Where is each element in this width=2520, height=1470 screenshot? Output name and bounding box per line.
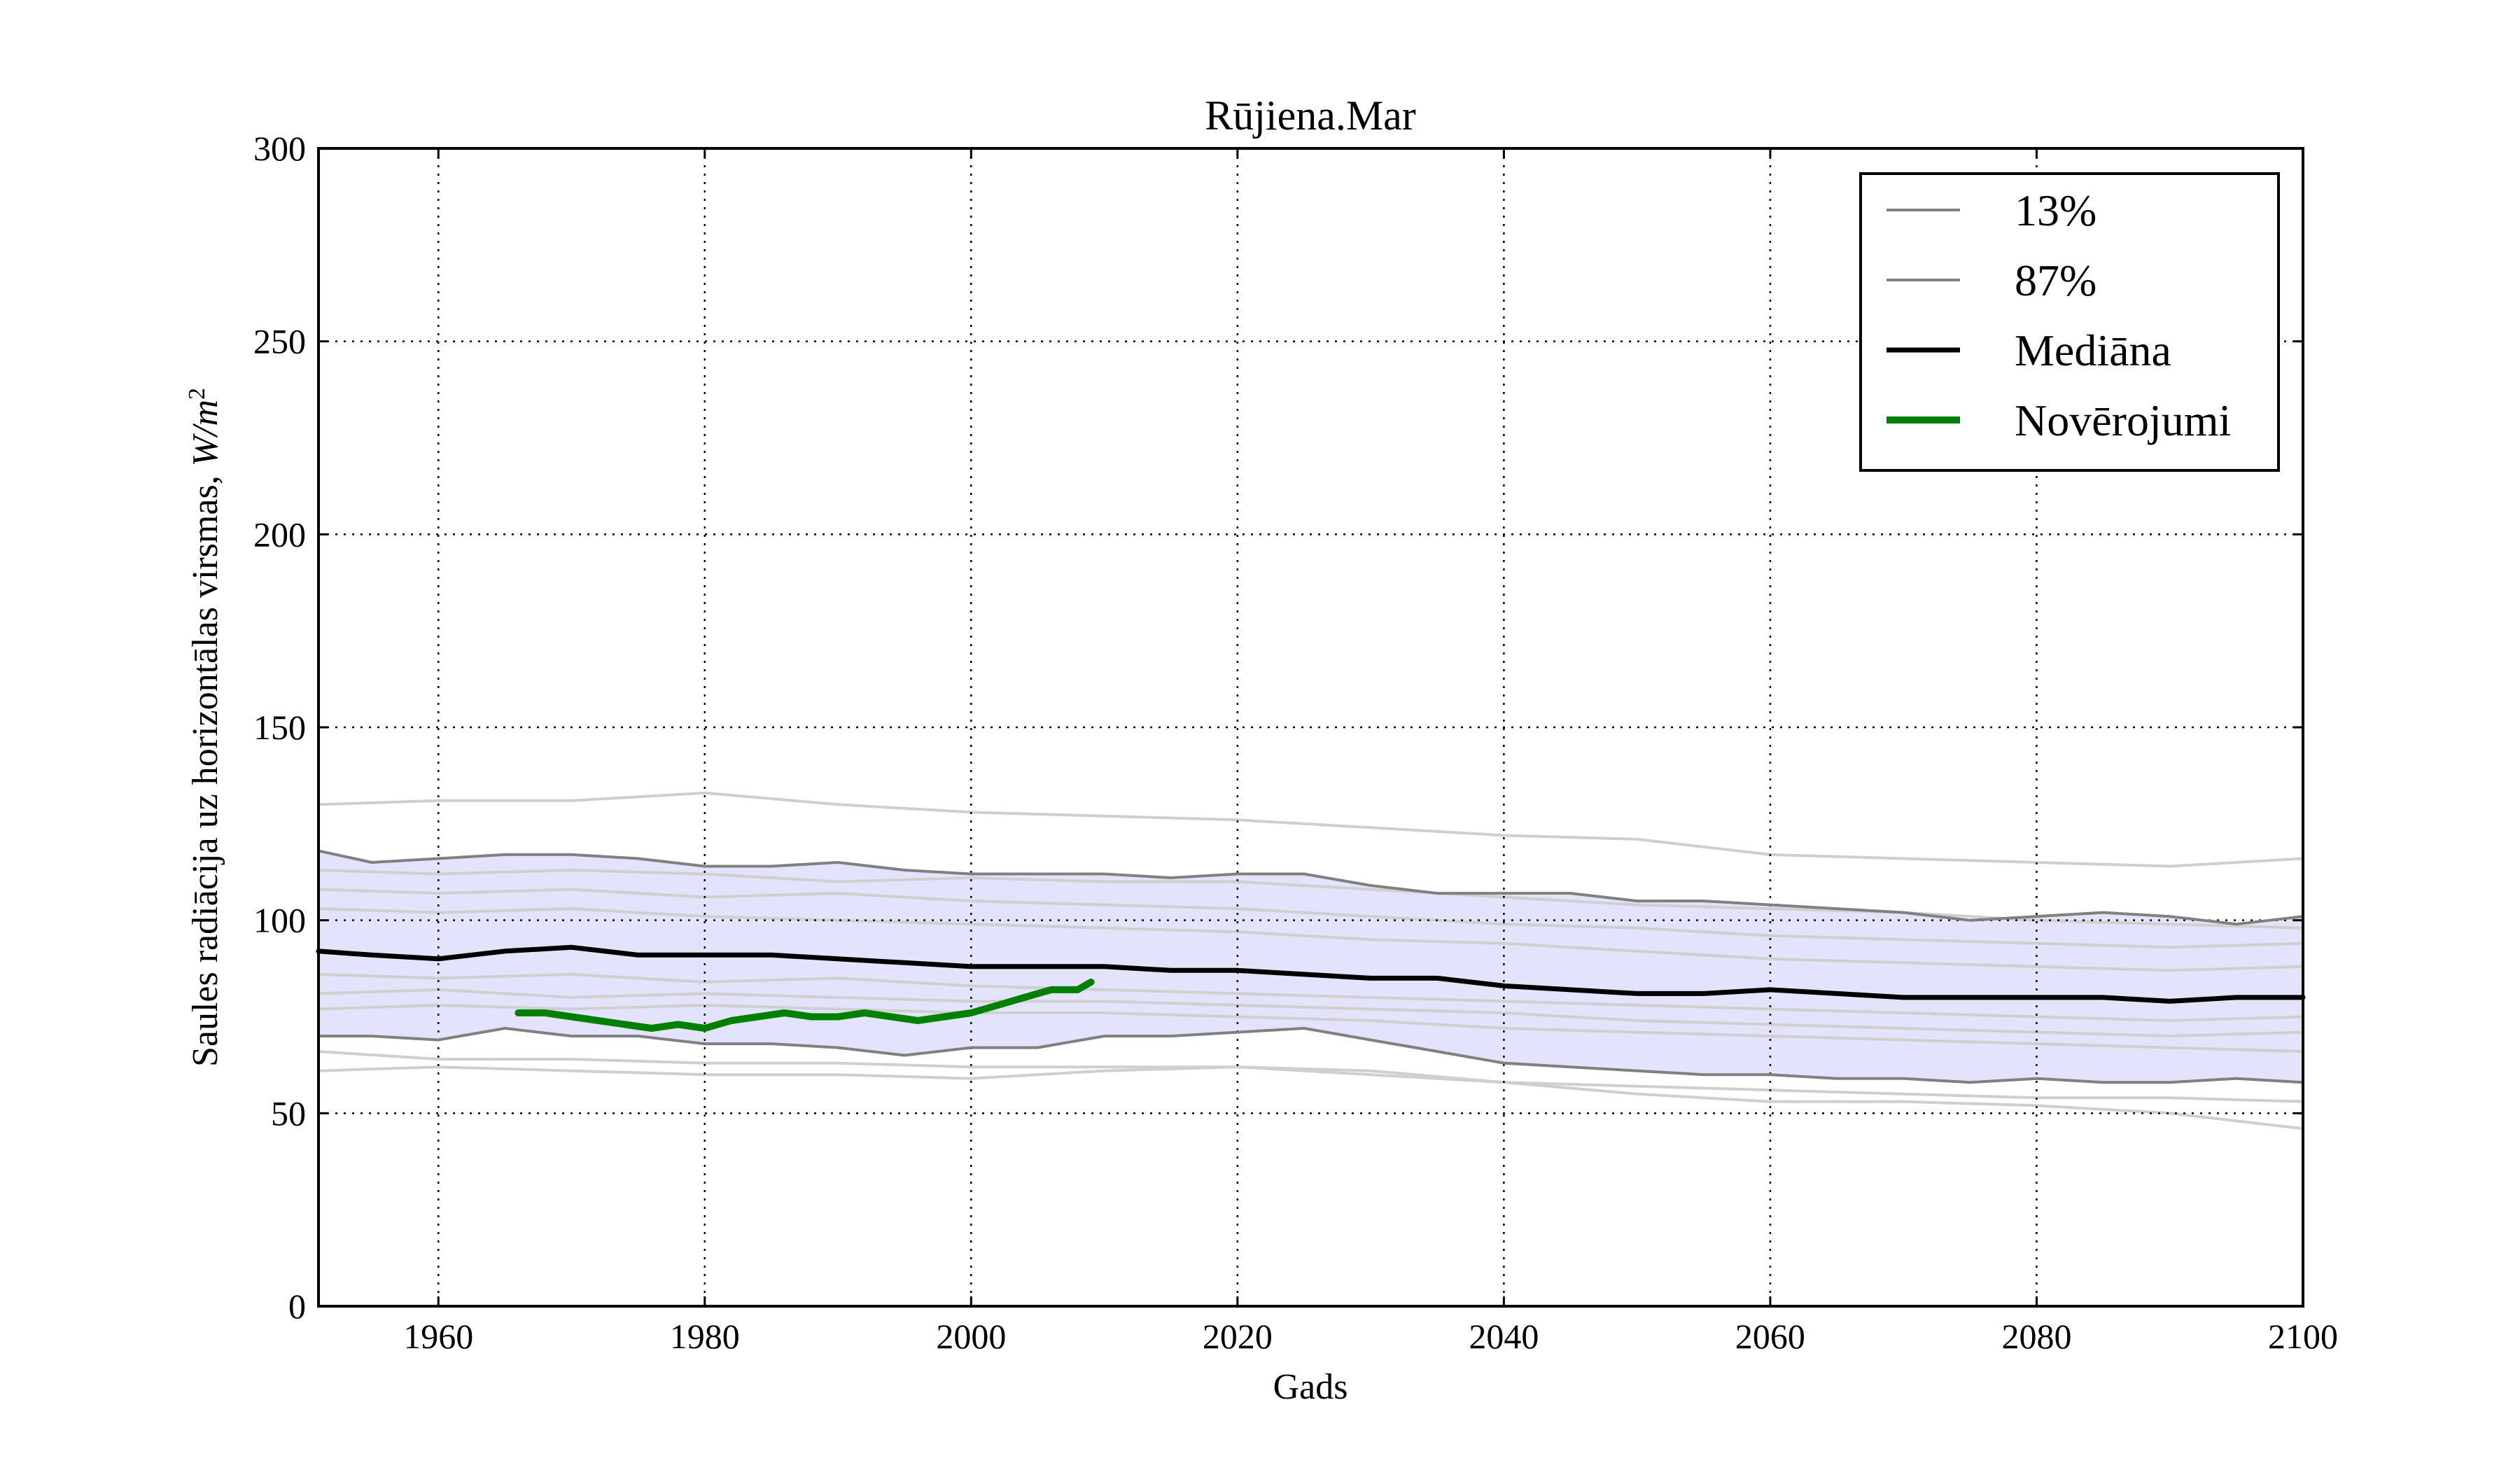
ensemble-member-line-2 [318,869,2304,930]
series-line-Novērojumi [514,978,1095,1032]
y-tick-label: 50 [271,1093,306,1133]
legend-label-87%: 87% [2015,255,2096,305]
x-tick-label: 2000 [936,1317,1006,1356]
x-tick-label: 2080 [2001,1317,2071,1356]
legend-label-Mediāna: Mediāna [2015,326,2171,375]
y-tick-label: 150 [253,708,306,747]
chart-title: Rūjiena.Mar [1205,92,1416,139]
x-tick-label: 1960 [403,1317,473,1356]
ensemble-member-line-6 [318,988,2304,1038]
x-tick-label: 1980 [670,1317,740,1356]
y-tick-label: 0 [288,1287,306,1326]
ensemble-member-line-5 [318,972,2304,1022]
y-tick-label: 200 [253,514,306,554]
y-tick-label: 100 [253,901,306,940]
x-tick-label: 2100 [2268,1317,2338,1356]
y-axis-label-exponent: 2 [184,388,210,400]
grid-layer [318,148,2303,1306]
ensemble-member-line-9 [318,1065,2304,1130]
y-axis-label-unit: W/m [186,400,225,466]
series-line-13% [317,1027,2304,1084]
series-line-87% [317,849,2304,926]
tick-layer: 1960 1980 2000 2020 2040 2060 2080 2100 0 50 100 15… [253,129,2338,1356]
ensemble-member-line-8 [318,1050,2304,1103]
ensemble-members-layer [318,791,2304,1130]
ensemble-member-line-7 [318,1004,2304,1054]
x-tick-label: 2040 [1469,1317,1539,1356]
ensemble-member-line-1 [318,791,2304,868]
series-layer [316,849,2306,1084]
ensemble-member-line-4 [318,907,2304,972]
y-tick-label: 250 [253,322,306,361]
y-tick-label: 300 [253,129,306,168]
legend-label-Novērojumi: Novērojumi [2015,396,2231,445]
series-line-Mediāna [316,944,2306,1004]
legend-label-13%: 13% [2015,186,2096,235]
x-axis-label: Gads [1273,1367,1348,1407]
legend: 13% 87% Mediāna Novērojumi [1859,172,2280,472]
y-axis-label-text: Saules radiācija uz horizontālas virsmas… [186,466,225,1067]
y-axis-label: Saules radiācija uz horizontālas virsmas… [184,388,226,1067]
x-tick-label: 2060 [1735,1317,1805,1356]
x-tick-label: 2020 [1203,1317,1273,1356]
ensemble-member-line-3 [318,888,2304,949]
